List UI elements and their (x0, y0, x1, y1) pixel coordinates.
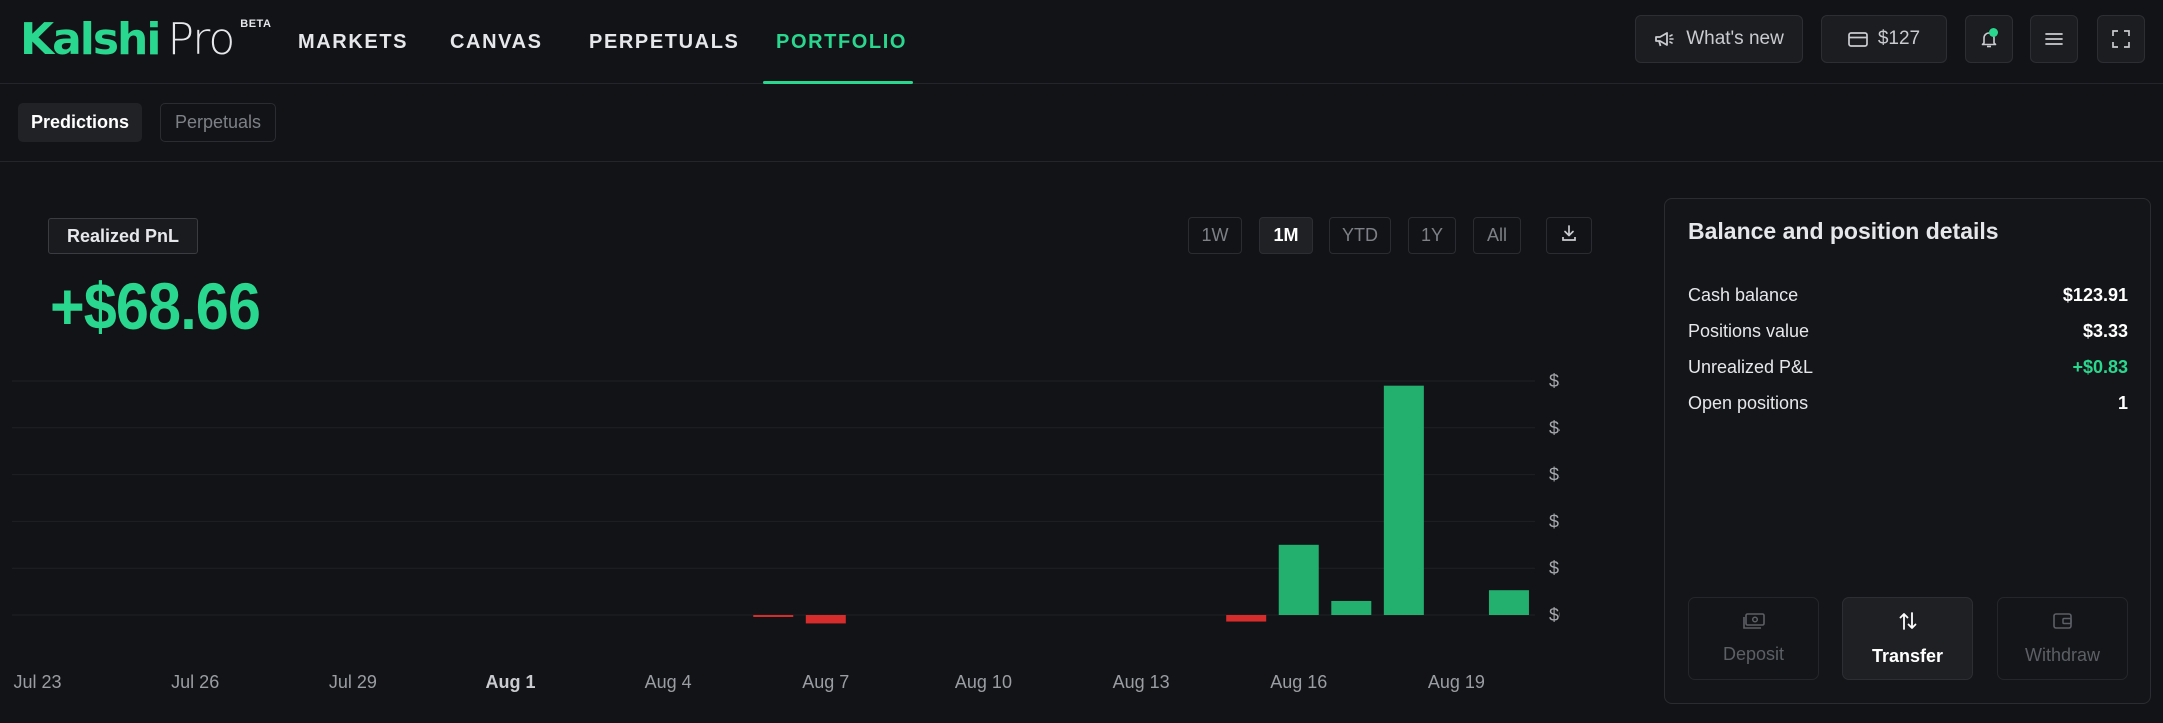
nav-active-indicator (763, 81, 913, 84)
withdraw-button[interactable]: Withdraw (1997, 597, 2128, 680)
detail-label: Unrealized P&L (1688, 357, 1814, 377)
wallet-icon (2052, 612, 2073, 635)
tab-predictions[interactable]: Predictions (18, 103, 142, 142)
detail-row-positions: Positions value $3.33 (1688, 321, 2128, 342)
detail-value: $3.33 (2082, 321, 2128, 341)
transfer-button[interactable]: Transfer (1842, 597, 1973, 680)
chart-bar (1278, 544, 1319, 615)
x-tick-label: Aug 7 (802, 672, 849, 692)
y-tick-label: $20 (1549, 511, 1560, 531)
nav-perpetuals[interactable]: PERPETUALS (589, 0, 739, 84)
balance-details-panel: Balance and position details Cash balanc… (1664, 198, 2151, 704)
chart-bar (1226, 615, 1267, 622)
chart-bar (1488, 590, 1529, 615)
chart-bar (1331, 600, 1372, 615)
range-1m[interactable]: 1M (1259, 217, 1313, 254)
x-tick-label: Aug 4 (645, 672, 692, 692)
chart-bar (1383, 385, 1424, 615)
beta-badge: BETA (240, 18, 272, 30)
download-button[interactable] (1546, 217, 1592, 254)
menu-icon (2045, 32, 2063, 46)
detail-label: Cash balance (1688, 285, 1799, 305)
deposit-button[interactable]: Deposit (1688, 597, 1819, 680)
nav-canvas[interactable]: CANVAS (450, 0, 550, 84)
nav-portfolio[interactable]: PORTFOLIO (776, 0, 916, 84)
notification-dot (1989, 28, 1998, 37)
nav-portfolio-label: PORTFOLIO (776, 30, 908, 53)
y-tick-label: $50 (1549, 371, 1560, 391)
detail-row-open: Open positions 1 (1688, 393, 2128, 414)
megaphone-icon (1654, 30, 1674, 48)
x-tick-label: Aug 19 (1428, 672, 1485, 692)
detail-row-cash: Cash balance $123.91 (1688, 285, 2128, 306)
y-tick-label: $10 (1549, 558, 1560, 578)
portfolio-subtabs: Predictions Perpetuals (0, 84, 2163, 162)
download-icon (1561, 225, 1577, 246)
panel-title: Balance and position details (1688, 218, 1999, 244)
tab-predictions-label: Predictions (30, 112, 130, 132)
detail-row-unrealized: Unrealized P&L +$0.83 (1688, 357, 2128, 378)
withdraw-label: Withdraw (2024, 644, 2100, 665)
nav-markets-label: MARKETS (298, 30, 409, 53)
menu-button[interactable] (2030, 15, 2078, 63)
detail-value: 1 (2117, 393, 2128, 413)
card-icon (1848, 31, 1868, 47)
balance-button[interactable]: $127 (1821, 15, 1947, 63)
balance-label: $127 (1877, 28, 1921, 49)
transfer-arrows-icon (1899, 611, 1917, 636)
notifications-button[interactable] (1965, 15, 2013, 63)
chart-y-axis: $50 $40 $30 $20 $10 $0 (1549, 371, 1560, 625)
x-tick-label: Jul 26 (171, 672, 219, 692)
range-all[interactable]: All (1473, 217, 1521, 254)
realized-pnl-label: Realized PnL (48, 218, 199, 254)
range-ytd[interactable]: YTD (1329, 217, 1391, 254)
tab-perpetuals[interactable]: Perpetuals (160, 103, 276, 142)
x-tick-label: Aug 13 (1113, 672, 1170, 692)
x-tick-label: Jul 29 (329, 672, 377, 692)
transfer-label: Transfer (1871, 645, 1944, 666)
range-1y[interactable]: 1Y (1408, 217, 1456, 254)
logo-product: Pro (167, 14, 235, 65)
x-tick-label: Aug 10 (955, 672, 1012, 692)
detail-value: $123.91 (2062, 285, 2128, 305)
y-tick-label: $40 (1549, 418, 1560, 438)
logo-wordmark: Kalshi (20, 14, 161, 65)
top-bar: Kalshi Pro BETA MARKETS CANVAS PERPETUAL… (0, 0, 2163, 84)
chart-bar (805, 615, 846, 624)
chart-bars (753, 385, 1529, 624)
realized-pnl-value: +$68.66 (50, 269, 261, 343)
x-tick-label: Aug 1 (485, 672, 535, 692)
fullscreen-button[interactable] (2097, 15, 2145, 63)
realized-pnl-chart: $50 $40 $30 $20 $10 $0 Jul 23 Jul 26 Jul 29 Aug … (12, 371, 1560, 692)
tab-perpetuals-label: Perpetuals (174, 112, 262, 132)
kalshi-pro-logo[interactable]: Kalshi Pro BETA (20, 14, 271, 66)
cash-icon (1742, 612, 1765, 634)
nav-markets[interactable]: MARKETS (298, 0, 408, 84)
whats-new-button[interactable]: What's new (1635, 15, 1803, 63)
y-tick-label: $30 (1549, 465, 1560, 485)
fullscreen-icon (2112, 30, 2130, 48)
chart-x-axis: Jul 23 Jul 26 Jul 29 Aug 1 Aug 4 Aug 7 Aug 10 A… (14, 672, 1485, 692)
deposit-label: Deposit (1722, 643, 1785, 664)
whats-new-label: What's new (1686, 28, 1784, 49)
detail-label: Open positions (1688, 393, 1809, 413)
chart-bar (753, 615, 794, 617)
range-1w[interactable]: 1W (1188, 217, 1242, 254)
detail-label: Positions value (1688, 321, 1810, 341)
nav-perpetuals-label: PERPETUALS (589, 30, 740, 53)
x-tick-label: Aug 16 (1270, 672, 1327, 692)
nav-canvas-label: CANVAS (450, 30, 543, 53)
detail-value: +$0.83 (2072, 357, 2128, 377)
y-tick-label: $0 (1549, 605, 1560, 625)
x-tick-label: Jul 23 (14, 672, 62, 692)
